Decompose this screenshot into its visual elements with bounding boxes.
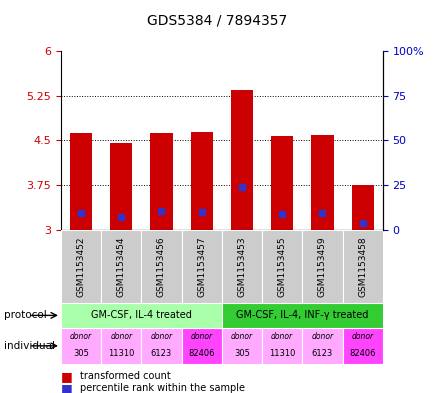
Bar (221, 230, 261, 303)
Bar (270, 136, 293, 230)
Text: GDS5384 / 7894357: GDS5384 / 7894357 (147, 14, 287, 28)
Text: protocol: protocol (4, 310, 47, 320)
Bar (342, 328, 382, 364)
Bar (261, 230, 302, 303)
Text: donor: donor (270, 332, 293, 342)
Text: 305: 305 (73, 349, 89, 358)
Text: ■: ■ (61, 382, 72, 393)
Text: 6123: 6123 (311, 349, 332, 358)
Text: GSM1153457: GSM1153457 (197, 236, 206, 297)
Bar (181, 328, 221, 364)
Text: donor: donor (311, 332, 333, 342)
Text: GSM1153454: GSM1153454 (116, 236, 125, 296)
Bar (302, 230, 342, 303)
Bar (101, 230, 141, 303)
Bar (302, 328, 342, 364)
Text: 82406: 82406 (349, 349, 375, 358)
Text: GSM1153456: GSM1153456 (157, 236, 166, 297)
Text: GSM1153459: GSM1153459 (317, 236, 326, 297)
Bar (190, 132, 212, 230)
Text: ■: ■ (61, 370, 72, 383)
Bar (101, 328, 141, 364)
Text: donor: donor (70, 332, 92, 342)
Text: GSM1153453: GSM1153453 (237, 236, 246, 297)
Text: individual: individual (4, 341, 55, 351)
Text: 305: 305 (233, 349, 249, 358)
Text: donor: donor (230, 332, 253, 342)
Text: GM-CSF, IL-4, INF-γ treated: GM-CSF, IL-4, INF-γ treated (236, 310, 368, 320)
Text: 11310: 11310 (268, 349, 295, 358)
Bar (221, 328, 261, 364)
Bar (61, 230, 101, 303)
Text: 11310: 11310 (108, 349, 134, 358)
Bar (141, 328, 181, 364)
Bar (181, 230, 221, 303)
Bar (230, 90, 253, 230)
Bar (141, 230, 181, 303)
Text: GSM1153455: GSM1153455 (277, 236, 286, 297)
Text: donor: donor (190, 332, 212, 342)
Text: 82406: 82406 (188, 349, 214, 358)
Text: donor: donor (351, 332, 373, 342)
Bar (221, 303, 382, 328)
Text: 6123: 6123 (151, 349, 172, 358)
Bar (61, 303, 221, 328)
Text: transformed count: transformed count (80, 371, 171, 382)
Bar (70, 133, 92, 230)
Text: GM-CSF, IL-4 treated: GM-CSF, IL-4 treated (91, 310, 191, 320)
Text: percentile rank within the sample: percentile rank within the sample (80, 383, 245, 393)
Bar (342, 230, 382, 303)
Bar (351, 185, 373, 230)
Bar (110, 143, 132, 230)
Bar (261, 328, 302, 364)
Text: donor: donor (150, 332, 172, 342)
Bar (61, 328, 101, 364)
Bar (150, 133, 172, 230)
Text: donor: donor (110, 332, 132, 342)
Text: GSM1153452: GSM1153452 (76, 236, 85, 296)
Text: GSM1153458: GSM1153458 (357, 236, 366, 297)
Bar (311, 134, 333, 230)
